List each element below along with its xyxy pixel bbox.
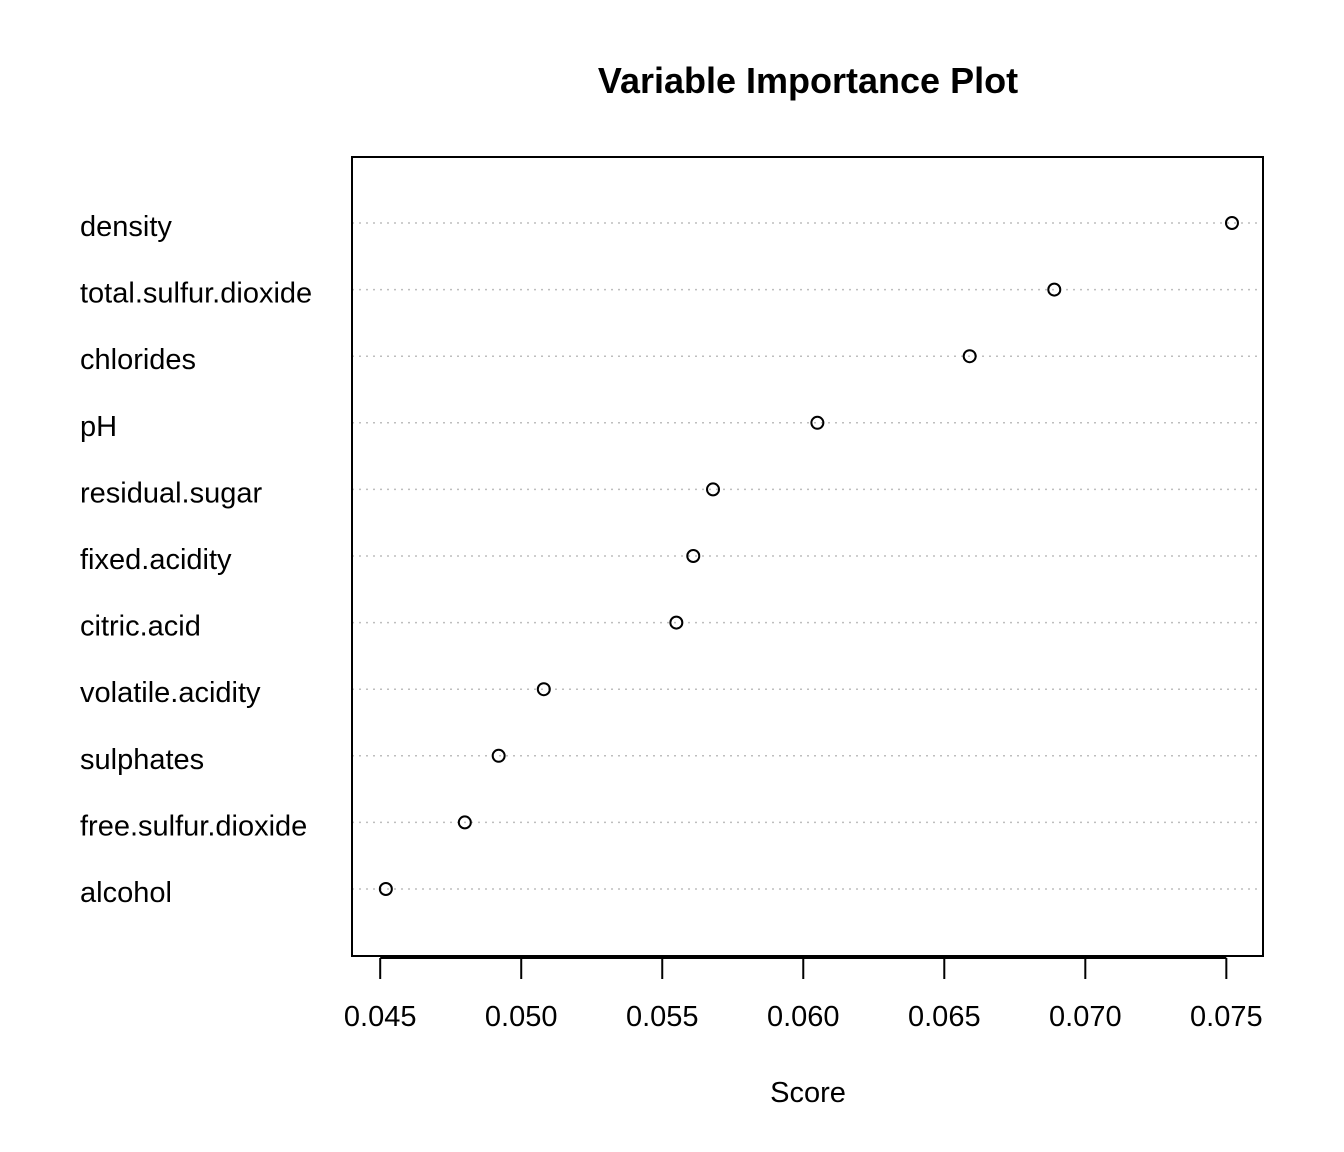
category-label: density: [80, 211, 172, 243]
x-tick-label: 0.060: [767, 1001, 840, 1033]
category-label: residual.sugar: [80, 477, 262, 509]
chart-title: Variable Importance Plot: [598, 60, 1018, 101]
data-point-free-sulfur-dioxide: [457, 815, 472, 830]
category-labels: density total.sulfur.dioxide chlorides pH re…: [80, 211, 312, 909]
category-label: pH: [80, 411, 117, 443]
data-point-sulphates: [491, 748, 506, 763]
grid-lines: [352, 222, 1263, 890]
data-point-ph: [810, 415, 825, 430]
data-point-residual-sugar: [706, 482, 721, 497]
x-tick-label: 0.075: [1190, 1001, 1263, 1033]
category-label: sulphates: [80, 744, 204, 776]
x-tick-label: 0.070: [1049, 1001, 1122, 1033]
x-axis-label: Score: [770, 1077, 846, 1109]
x-axis: 0.045 0.050 0.055 0.060 0.065 0.070 0.075: [344, 957, 1263, 1033]
x-tick-label: 0.045: [344, 1001, 417, 1033]
category-label: total.sulfur.dioxide: [80, 278, 312, 310]
category-label: free.sulfur.dioxide: [80, 810, 307, 842]
data-point-density: [1224, 216, 1239, 230]
category-label: alcohol: [80, 877, 172, 909]
data-point-total-sulfur-dioxide: [1047, 282, 1062, 297]
plot-frame: [351, 156, 1264, 957]
data-point-fixed-acidity: [686, 549, 701, 563]
data-point-alcohol: [378, 882, 393, 896]
category-label: volatile.acidity: [80, 677, 261, 709]
data-point-volatile-acidity: [536, 682, 551, 697]
x-tick-label: 0.055: [626, 1001, 699, 1033]
data-point-citric-acid: [669, 615, 684, 630]
category-label: chlorides: [80, 344, 196, 376]
category-label: citric.acid: [80, 611, 201, 643]
x-tick-label: 0.065: [908, 1001, 981, 1033]
data-point-chlorides: [962, 349, 977, 364]
category-label: fixed.acidity: [80, 544, 232, 576]
x-tick-label: 0.050: [485, 1001, 558, 1033]
data-points: [378, 216, 1239, 896]
